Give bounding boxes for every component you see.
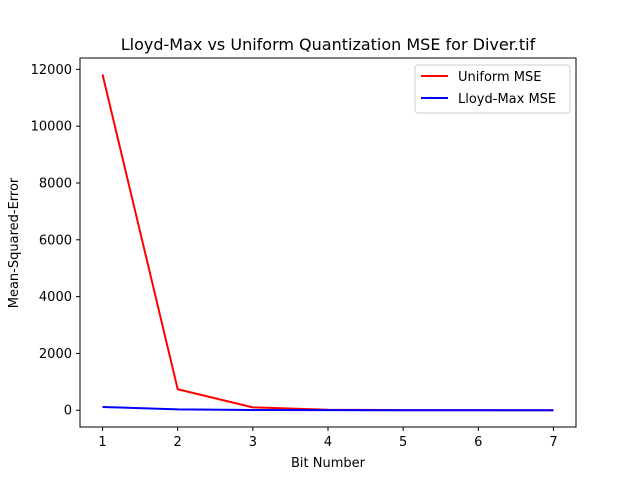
y-tick-label: 8000 bbox=[39, 176, 72, 191]
y-tick-label: 2000 bbox=[39, 347, 72, 362]
x-tick-label: 6 bbox=[474, 435, 482, 450]
series-lines bbox=[101, 74, 554, 412]
x-tick-label: 4 bbox=[324, 435, 332, 450]
x-tick-label: 3 bbox=[249, 435, 257, 450]
y-tick-label: 12000 bbox=[31, 63, 72, 78]
legend-label-uniform: Uniform MSE bbox=[458, 70, 542, 85]
plot-area bbox=[80, 58, 576, 427]
x-tick-label: 2 bbox=[174, 435, 182, 450]
y-tick-label: 10000 bbox=[31, 120, 72, 135]
plot-background bbox=[80, 58, 576, 427]
x-tick-label: 7 bbox=[549, 435, 557, 450]
legend-label-lloyd-max: Lloyd-Max MSE bbox=[458, 92, 556, 107]
legend-box bbox=[414, 64, 571, 114]
y-tick-label: 0 bbox=[64, 404, 72, 419]
y-axis-label: Mean-Squared-Error bbox=[7, 177, 22, 308]
legend: Uniform MSE Lloyd-Max MSE bbox=[414, 64, 571, 114]
x-axis-ticks: 1 2 3 4 5 6 7 bbox=[98, 427, 558, 450]
y-axis-ticks: 0 2000 4000 6000 8000 10000 12000 bbox=[31, 63, 80, 419]
x-axis-label: Bit Number bbox=[291, 456, 366, 471]
y-tick-label: 6000 bbox=[39, 233, 72, 248]
x-tick-label: 5 bbox=[399, 435, 407, 450]
x-tick-label: 1 bbox=[98, 435, 106, 450]
y-tick-label: 4000 bbox=[39, 290, 72, 305]
chart-title: Lloyd-Max vs Uniform Quantization MSE fo… bbox=[121, 35, 536, 54]
